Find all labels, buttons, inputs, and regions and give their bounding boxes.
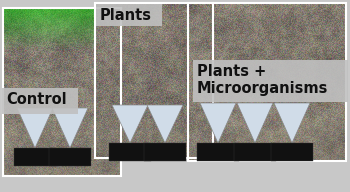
Bar: [144, 143, 186, 161]
Bar: [95, 3, 213, 158]
Bar: [49, 148, 91, 166]
Polygon shape: [112, 105, 148, 143]
Bar: [234, 143, 276, 161]
Bar: [193, 60, 348, 102]
Bar: [188, 3, 346, 161]
Bar: [197, 143, 239, 161]
Bar: [109, 143, 151, 161]
Text: Control: Control: [6, 92, 66, 107]
Polygon shape: [52, 108, 88, 148]
Polygon shape: [274, 103, 310, 143]
Text: Plants +
Microorganisms: Plants + Microorganisms: [197, 64, 328, 96]
Bar: [2, 88, 78, 114]
Polygon shape: [147, 105, 183, 143]
Bar: [271, 143, 313, 161]
Text: Plants: Plants: [100, 8, 152, 23]
Bar: [3, 8, 121, 176]
Polygon shape: [200, 103, 236, 143]
Polygon shape: [237, 103, 273, 143]
Polygon shape: [17, 108, 53, 148]
Bar: [96, 4, 162, 26]
Bar: [14, 148, 56, 166]
